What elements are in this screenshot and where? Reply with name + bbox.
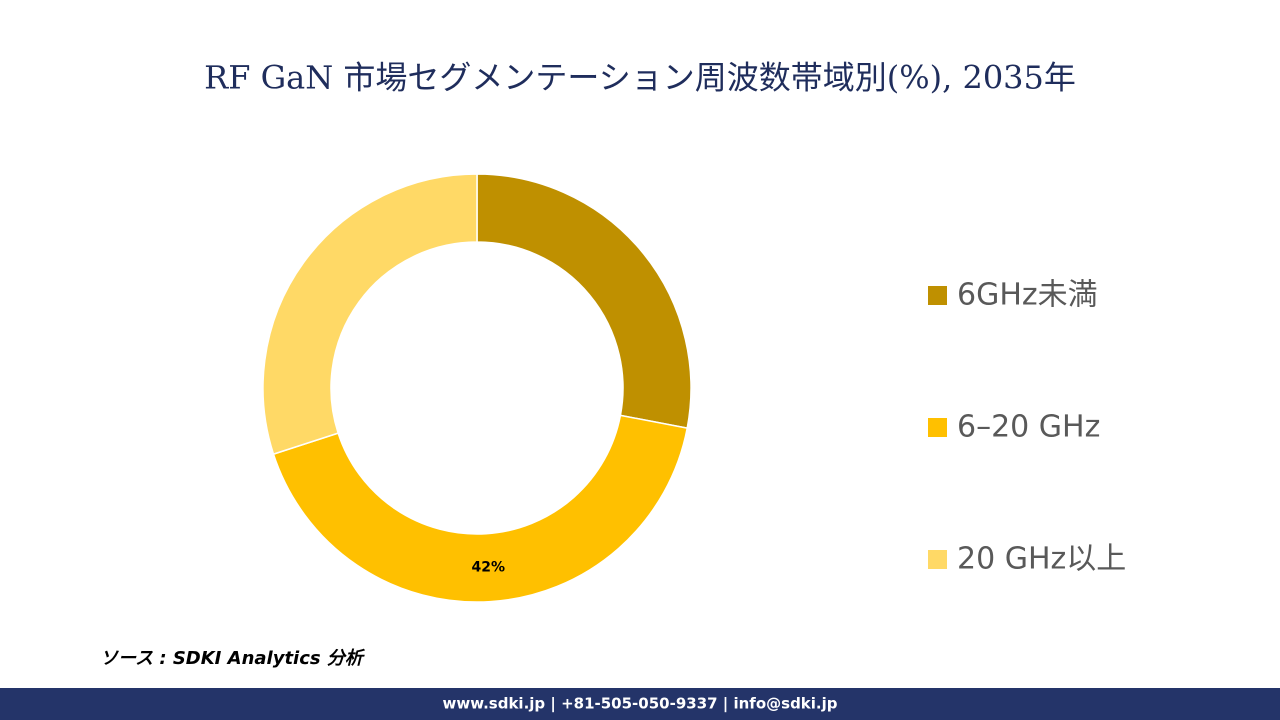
legend-label: 6GHz未満 <box>957 278 1098 313</box>
data-label: 42% <box>472 560 506 576</box>
footer-text: www.sdki.jp | +81-505-050-9337 | info@sd… <box>442 695 837 714</box>
legend-swatch <box>928 418 947 437</box>
legend-label: 20 GHz以上 <box>957 542 1126 577</box>
legend-swatch <box>928 286 947 305</box>
legend-swatch <box>928 550 947 569</box>
donut-segment <box>272 414 689 603</box>
footer-bar <box>0 688 1280 720</box>
legend-label: 6–20 GHz <box>957 410 1100 445</box>
source: ソース : SDKI Analytics 分析 <box>100 648 366 669</box>
donut-segment <box>476 173 692 429</box>
donut-segment <box>262 173 478 456</box>
chart-title: RF GaN 市場セグメンテーション周波数帯域別(%), 2035年 <box>204 59 1076 97</box>
